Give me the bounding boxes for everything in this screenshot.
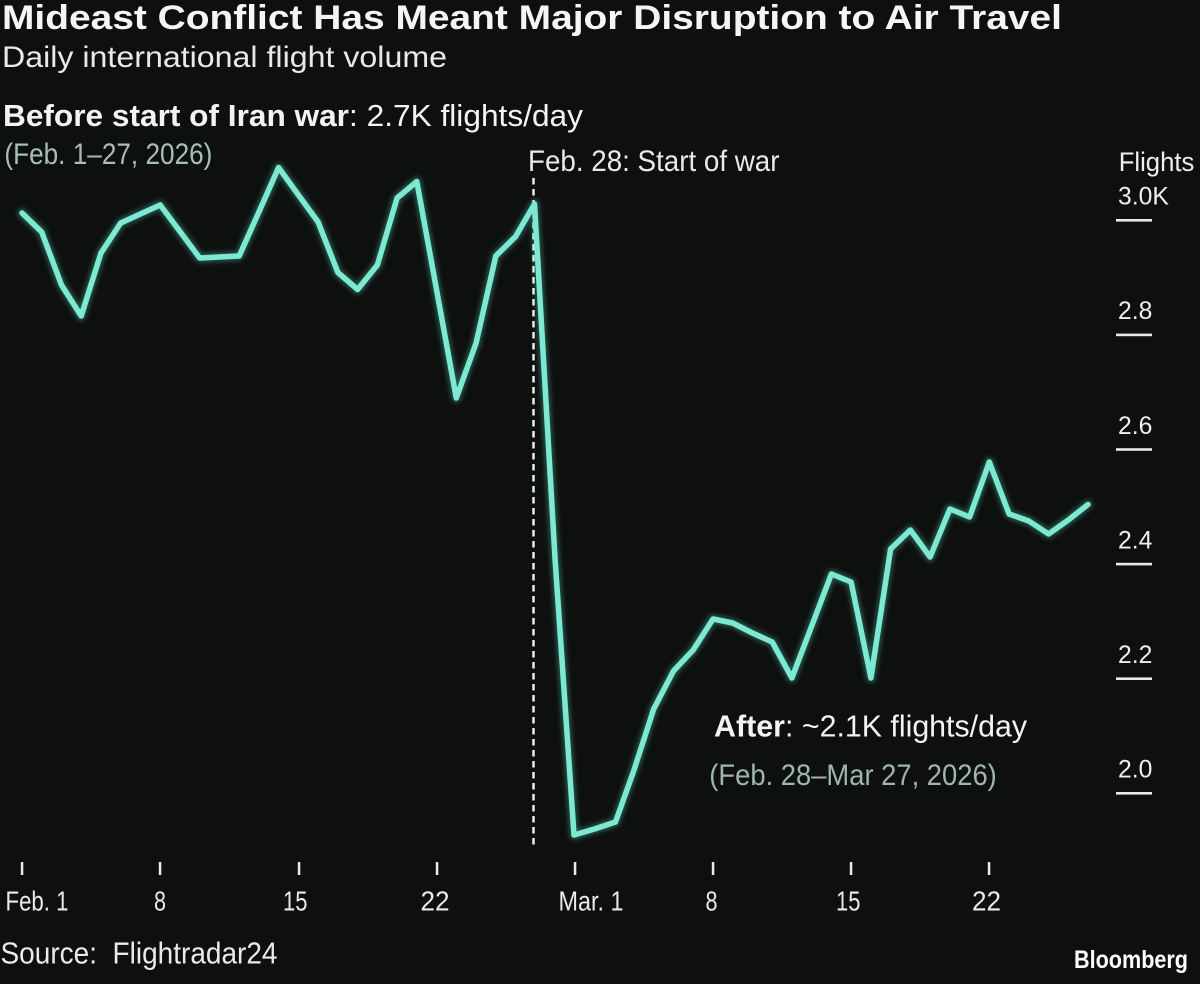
svg-text:Mar. 1: Mar. 1 bbox=[559, 885, 624, 917]
svg-text:Flights: Flights bbox=[1119, 147, 1195, 177]
svg-text:2.4: 2.4 bbox=[1118, 527, 1152, 554]
svg-text:8: 8 bbox=[706, 885, 718, 917]
svg-text:2.2: 2.2 bbox=[1118, 642, 1152, 669]
svg-text:22: 22 bbox=[421, 885, 450, 917]
svg-text:Daily international flight vol: Daily international flight volume bbox=[2, 41, 447, 74]
svg-text:15: 15 bbox=[836, 885, 861, 917]
svg-text:: 2.7K flights/day: : 2.7K flights/day bbox=[349, 99, 584, 133]
svg-text:15: 15 bbox=[283, 885, 308, 917]
svg-text:2.6: 2.6 bbox=[1118, 413, 1152, 440]
svg-text:Bloomberg: Bloomberg bbox=[1074, 946, 1188, 974]
svg-text:After: After bbox=[714, 709, 785, 744]
svg-text:Feb. 1: Feb. 1 bbox=[6, 885, 69, 917]
svg-text:Source: Flightradar24: Source: Flightradar24 bbox=[1, 936, 278, 971]
svg-text:Before start of Iran war: Before start of Iran war bbox=[3, 99, 349, 133]
svg-text:22: 22 bbox=[972, 885, 1001, 917]
svg-text:Feb. 28: Start of war: Feb. 28: Start of war bbox=[528, 145, 780, 178]
svg-text:3.0K: 3.0K bbox=[1118, 184, 1169, 211]
svg-text:: ~2.1K flights/day: : ~2.1K flights/day bbox=[785, 709, 1027, 744]
svg-text:2.0: 2.0 bbox=[1118, 757, 1152, 784]
svg-text:(Feb. 28–Mar 27, 2026): (Feb. 28–Mar 27, 2026) bbox=[709, 759, 997, 792]
svg-text:2.8: 2.8 bbox=[1118, 298, 1152, 325]
svg-text:(Feb. 1–27, 2026): (Feb. 1–27, 2026) bbox=[4, 138, 212, 171]
svg-text:8: 8 bbox=[154, 885, 166, 917]
svg-text:Mideast Conflict Has Meant Maj: Mideast Conflict Has Meant Major Disrupt… bbox=[2, 0, 1062, 37]
